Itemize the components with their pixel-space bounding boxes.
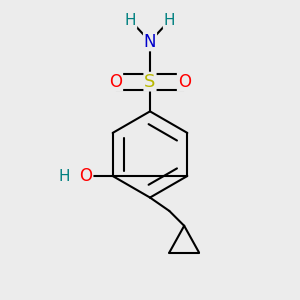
Text: O: O [80, 167, 93, 185]
Text: O: O [109, 73, 122, 91]
Text: O: O [178, 73, 191, 91]
Text: H: H [58, 169, 70, 184]
Text: S: S [144, 73, 156, 91]
Text: N: N [144, 32, 156, 50]
Text: H: H [164, 13, 175, 28]
Text: H: H [125, 13, 136, 28]
